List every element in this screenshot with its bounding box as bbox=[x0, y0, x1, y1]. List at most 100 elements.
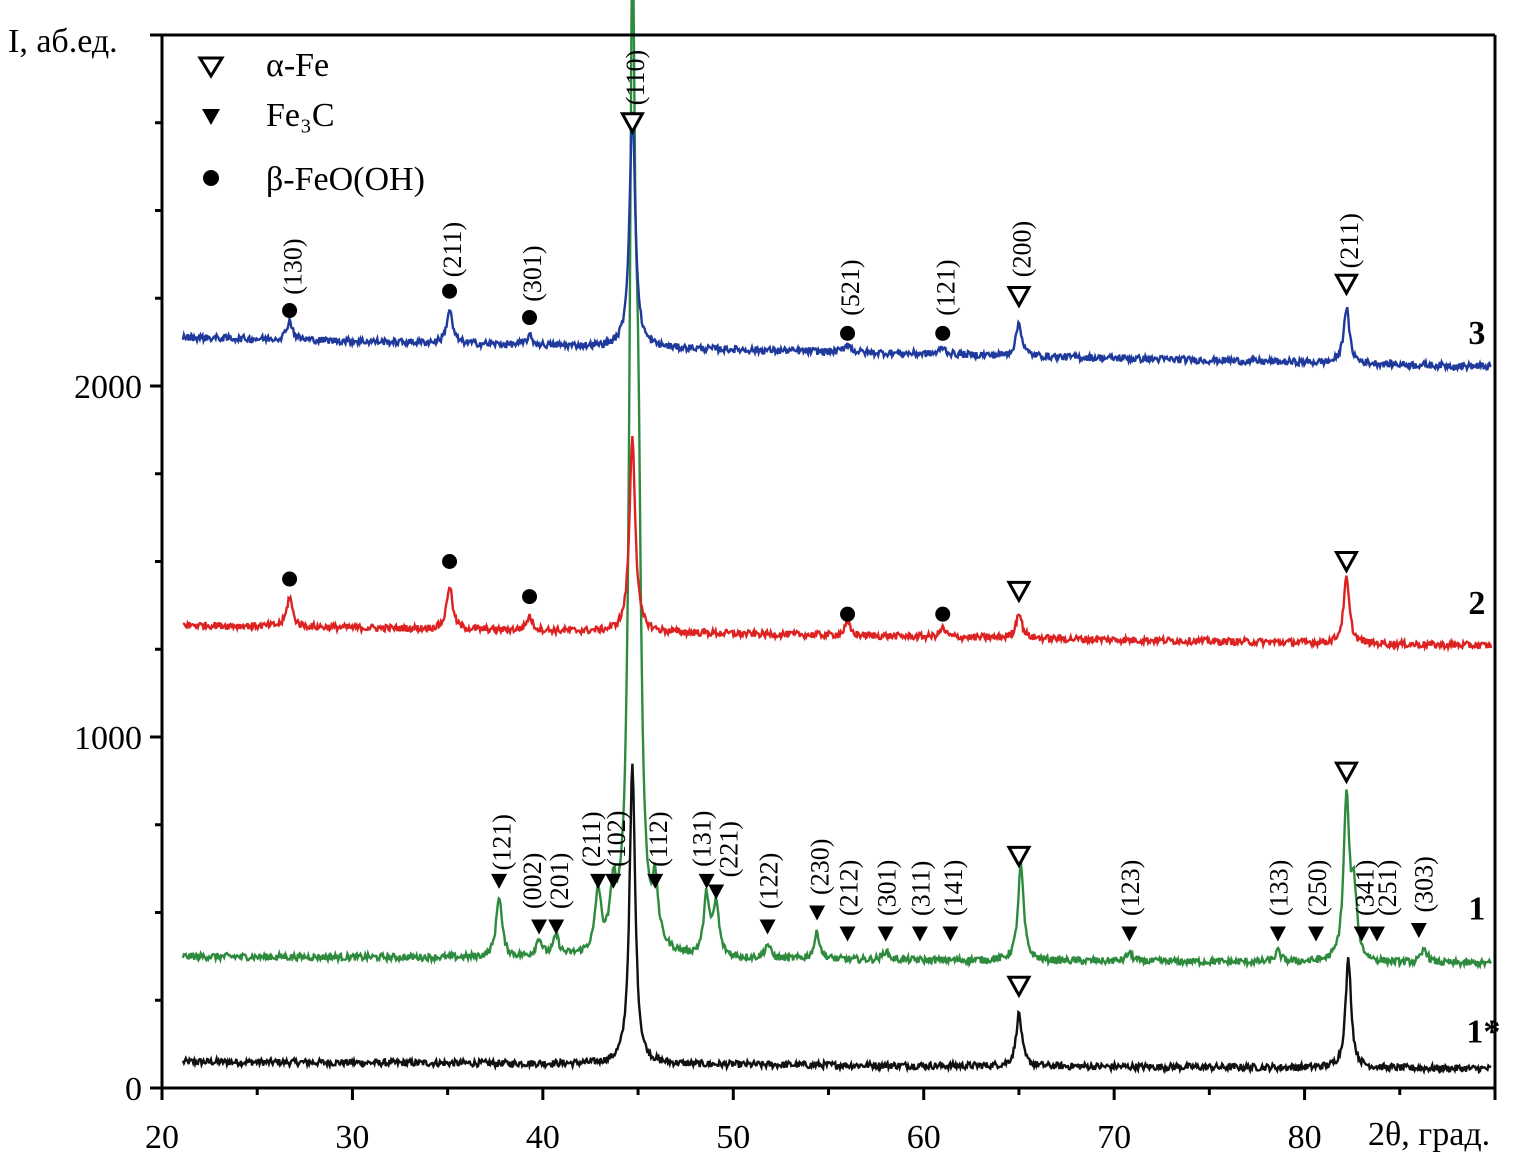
legend: α-Fe Fe₃C β-FeO(OH) bbox=[197, 47, 425, 198]
alpha-fe-marker bbox=[1006, 845, 1032, 869]
y-tick-label: 2000 bbox=[74, 369, 142, 406]
legend-entry-alpha-fe: α-Fe bbox=[197, 47, 329, 84]
y-tick-label: 0 bbox=[125, 1071, 142, 1108]
feooh-marker bbox=[282, 571, 298, 587]
fe3c-marker bbox=[1269, 926, 1286, 942]
x-tick-label: 60 bbox=[907, 1119, 941, 1156]
fe3c-marker bbox=[531, 919, 548, 935]
fe3c-marker bbox=[698, 873, 715, 889]
curve-label: 2 bbox=[1468, 585, 1485, 622]
feooh-marker bbox=[442, 554, 458, 569]
y-tick-label: 1000 bbox=[74, 720, 142, 757]
markers bbox=[282, 112, 1427, 999]
fe3c-marker bbox=[911, 926, 928, 942]
fe3c-marker bbox=[942, 926, 959, 942]
legend-label-beta-feooh: β-FeO(OH) bbox=[266, 161, 425, 198]
legend-label-fe3c: Fe₃C bbox=[266, 97, 335, 134]
peak-label: (311) bbox=[907, 861, 936, 916]
feooh-marker bbox=[282, 303, 298, 319]
peak-label: (102) bbox=[602, 811, 631, 867]
curve-label: 1 bbox=[1468, 891, 1485, 928]
fe3c-marker bbox=[809, 905, 826, 921]
peak-label: (341) bbox=[1350, 860, 1379, 916]
peak-label: (121) bbox=[488, 814, 517, 870]
fe3c-marker bbox=[1121, 926, 1138, 942]
peak-label: (301) bbox=[518, 245, 547, 301]
fe3c-marker bbox=[590, 873, 607, 889]
peak-labels: (121)(002)(201)(211)(102) (112) (131)(221)… bbox=[278, 50, 1438, 916]
alpha-fe-marker bbox=[1006, 580, 1032, 604]
legend-label-alpha-fe: α-Fe bbox=[266, 47, 329, 84]
alpha-fe-marker bbox=[1333, 551, 1360, 574]
peak-label: (251) bbox=[1373, 860, 1402, 916]
peak-label: (112) bbox=[644, 812, 673, 867]
y-axis-title: I, аб.ед. bbox=[8, 23, 118, 60]
filled-down-triangle-icon bbox=[202, 109, 220, 125]
alpha-fe-marker bbox=[1006, 285, 1032, 309]
peak-label: (250) bbox=[1303, 860, 1332, 916]
peak-label: (133) bbox=[1265, 860, 1294, 916]
fe3c-marker bbox=[491, 873, 508, 889]
peak-label: (123) bbox=[1116, 860, 1145, 916]
fe3c-marker bbox=[647, 873, 664, 889]
curve-label: 1* bbox=[1466, 1013, 1500, 1050]
series-line-1 bbox=[181, 0, 1492, 970]
peak-label: (221) bbox=[714, 821, 743, 877]
fe3c-marker bbox=[839, 926, 856, 942]
peak-label: (122) bbox=[754, 853, 783, 909]
peak-label: (303) bbox=[1409, 856, 1438, 912]
peak-label: (110) bbox=[621, 50, 650, 105]
peak-label: (131) bbox=[688, 811, 717, 867]
peak-label: (121) bbox=[931, 259, 960, 315]
feooh-marker bbox=[522, 589, 538, 605]
alpha-fe-marker bbox=[619, 112, 645, 135]
peak-label: (211) bbox=[438, 222, 467, 277]
peak-label: (002) bbox=[518, 853, 547, 909]
alpha-fe-marker bbox=[1006, 975, 1032, 999]
fe3c-marker bbox=[759, 919, 776, 935]
fe3c-marker bbox=[877, 926, 894, 942]
fe3c-marker bbox=[1368, 926, 1385, 942]
peak-label: (230) bbox=[806, 839, 835, 895]
fe3c-marker bbox=[605, 873, 622, 889]
fe3c-marker bbox=[1307, 926, 1324, 942]
curve-label: 3 bbox=[1468, 315, 1485, 352]
feooh-marker bbox=[840, 606, 856, 622]
alpha-fe-marker bbox=[1333, 273, 1360, 297]
x-tick-label: 70 bbox=[1097, 1119, 1131, 1156]
feooh-marker bbox=[442, 283, 458, 299]
x-axis-title: 2θ, град. bbox=[1368, 1116, 1490, 1153]
alpha-fe-marker bbox=[1333, 761, 1360, 785]
x-tick-label: 40 bbox=[526, 1119, 560, 1156]
peak-label: (301) bbox=[872, 860, 901, 916]
peak-label: (200) bbox=[1008, 221, 1037, 277]
feooh-marker bbox=[840, 325, 856, 341]
x-tick-label: 30 bbox=[335, 1119, 369, 1156]
x-tick-label: 20 bbox=[145, 1119, 179, 1156]
peak-label: (211) bbox=[577, 812, 606, 867]
curve-labels: 3 2 1 1* bbox=[1466, 315, 1500, 1050]
x-tick-label: 50 bbox=[716, 1119, 750, 1156]
filled-circle-icon bbox=[203, 170, 219, 186]
feooh-marker bbox=[935, 606, 951, 622]
feooh-marker bbox=[522, 310, 538, 326]
fe3c-marker bbox=[1353, 926, 1370, 942]
fe3c-marker bbox=[548, 919, 565, 935]
legend-entry-beta-feooh: β-FeO(OH) bbox=[203, 161, 425, 198]
peak-label: (211) bbox=[1335, 213, 1364, 268]
peak-label: (201) bbox=[545, 853, 574, 909]
peak-label: (141) bbox=[939, 860, 968, 916]
fe3c-marker bbox=[1410, 923, 1427, 939]
ticks: 20 30 40 50 60 70 80 0 1000 2000 bbox=[74, 33, 1497, 1156]
feooh-marker bbox=[935, 325, 951, 341]
series-line-1* bbox=[181, 763, 1492, 1076]
series-line-2 bbox=[182, 436, 1493, 653]
peak-label: (130) bbox=[278, 238, 307, 294]
peak-label: (521) bbox=[836, 259, 865, 315]
x-tick-label: 80 bbox=[1288, 1119, 1322, 1156]
open-down-triangle-icon bbox=[197, 56, 225, 79]
fe3c-marker bbox=[708, 884, 725, 900]
series-line-3 bbox=[181, 111, 1492, 373]
legend-entry-fe3c: Fe₃C bbox=[202, 97, 335, 134]
